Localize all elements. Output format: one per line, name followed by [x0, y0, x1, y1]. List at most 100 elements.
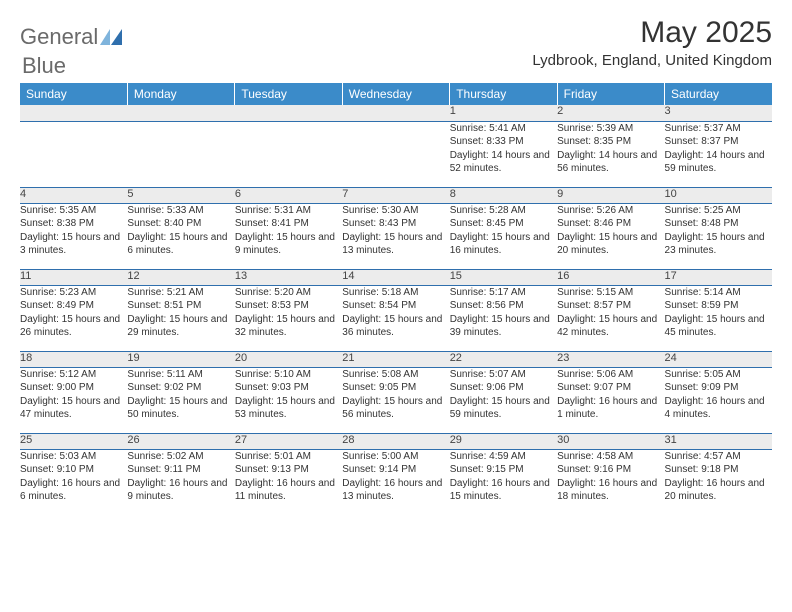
sunrise-line: Sunrise: 5:10 AM	[235, 368, 342, 382]
day-detail-cell	[235, 121, 342, 187]
day-number-cell: 17	[665, 269, 772, 285]
day-number-cell	[127, 105, 234, 121]
day-detail-row: Sunrise: 5:12 AMSunset: 9:00 PMDaylight:…	[20, 367, 772, 433]
day-detail-cell: Sunrise: 5:33 AMSunset: 8:40 PMDaylight:…	[127, 203, 234, 269]
day-detail-cell: Sunrise: 5:03 AMSunset: 9:10 PMDaylight:…	[20, 449, 127, 515]
day-number-cell	[20, 105, 127, 121]
day-number-row: 45678910	[20, 187, 772, 203]
day-number-cell: 12	[127, 269, 234, 285]
day-detail-cell: Sunrise: 5:35 AMSunset: 8:38 PMDaylight:…	[20, 203, 127, 269]
sunset-line: Sunset: 8:49 PM	[20, 299, 127, 313]
daylight-line: Daylight: 16 hours and 13 minutes.	[342, 477, 449, 504]
day-detail-cell: Sunrise: 5:39 AMSunset: 8:35 PMDaylight:…	[557, 121, 664, 187]
calendar-table: Sunday Monday Tuesday Wednesday Thursday…	[20, 83, 772, 515]
day-number-cell: 20	[235, 351, 342, 367]
brand-logo: General	[20, 24, 124, 50]
day-detail-cell: Sunrise: 5:07 AMSunset: 9:06 PMDaylight:…	[450, 367, 557, 433]
daylight-line: Daylight: 16 hours and 6 minutes.	[20, 477, 127, 504]
sunrise-line: Sunrise: 5:25 AM	[665, 204, 772, 218]
sunset-line: Sunset: 9:05 PM	[342, 381, 449, 395]
sail-icon	[100, 29, 122, 45]
day-number-cell: 31	[665, 433, 772, 449]
day-detail-cell: Sunrise: 4:59 AMSunset: 9:15 PMDaylight:…	[450, 449, 557, 515]
sunrise-line: Sunrise: 5:00 AM	[342, 450, 449, 464]
daylight-line: Daylight: 15 hours and 36 minutes.	[342, 313, 449, 340]
sunrise-line: Sunrise: 5:14 AM	[665, 286, 772, 300]
day-detail-cell: Sunrise: 5:20 AMSunset: 8:53 PMDaylight:…	[235, 285, 342, 351]
daylight-line: Daylight: 16 hours and 1 minute.	[557, 395, 664, 422]
sunset-line: Sunset: 9:14 PM	[342, 463, 449, 477]
day-detail-cell: Sunrise: 5:14 AMSunset: 8:59 PMDaylight:…	[665, 285, 772, 351]
day-header: Saturday	[665, 83, 772, 105]
day-header: Thursday	[450, 83, 557, 105]
sunset-line: Sunset: 8:59 PM	[665, 299, 772, 313]
day-detail-cell: Sunrise: 5:23 AMSunset: 8:49 PMDaylight:…	[20, 285, 127, 351]
day-number-cell: 8	[450, 187, 557, 203]
day-detail-cell: Sunrise: 5:12 AMSunset: 9:00 PMDaylight:…	[20, 367, 127, 433]
sunrise-line: Sunrise: 5:18 AM	[342, 286, 449, 300]
daylight-line: Daylight: 16 hours and 4 minutes.	[665, 395, 772, 422]
day-detail-cell: Sunrise: 5:02 AMSunset: 9:11 PMDaylight:…	[127, 449, 234, 515]
day-detail-cell: Sunrise: 5:18 AMSunset: 8:54 PMDaylight:…	[342, 285, 449, 351]
daylight-line: Daylight: 15 hours and 59 minutes.	[450, 395, 557, 422]
day-number-cell: 5	[127, 187, 234, 203]
day-detail-cell: Sunrise: 5:21 AMSunset: 8:51 PMDaylight:…	[127, 285, 234, 351]
day-header-row: Sunday Monday Tuesday Wednesday Thursday…	[20, 83, 772, 105]
day-detail-cell: Sunrise: 5:17 AMSunset: 8:56 PMDaylight:…	[450, 285, 557, 351]
day-detail-cell: Sunrise: 5:28 AMSunset: 8:45 PMDaylight:…	[450, 203, 557, 269]
sunset-line: Sunset: 9:15 PM	[450, 463, 557, 477]
day-detail-cell: Sunrise: 5:30 AMSunset: 8:43 PMDaylight:…	[342, 203, 449, 269]
day-number-cell: 21	[342, 351, 449, 367]
sunrise-line: Sunrise: 5:06 AM	[557, 368, 664, 382]
day-number-cell: 19	[127, 351, 234, 367]
sunrise-line: Sunrise: 5:23 AM	[20, 286, 127, 300]
daylight-line: Daylight: 15 hours and 42 minutes.	[557, 313, 664, 340]
daylight-line: Daylight: 15 hours and 45 minutes.	[665, 313, 772, 340]
sunrise-line: Sunrise: 5:33 AM	[127, 204, 234, 218]
sunrise-line: Sunrise: 5:26 AM	[557, 204, 664, 218]
daylight-line: Daylight: 16 hours and 9 minutes.	[127, 477, 234, 504]
daylight-line: Daylight: 16 hours and 11 minutes.	[235, 477, 342, 504]
sunrise-line: Sunrise: 5:31 AM	[235, 204, 342, 218]
day-number-cell: 10	[665, 187, 772, 203]
sunset-line: Sunset: 8:37 PM	[665, 135, 772, 149]
sunset-line: Sunset: 8:40 PM	[127, 217, 234, 231]
daylight-line: Daylight: 15 hours and 50 minutes.	[127, 395, 234, 422]
sunrise-line: Sunrise: 5:35 AM	[20, 204, 127, 218]
sunrise-line: Sunrise: 5:07 AM	[450, 368, 557, 382]
day-detail-cell: Sunrise: 5:08 AMSunset: 9:05 PMDaylight:…	[342, 367, 449, 433]
daylight-line: Daylight: 15 hours and 39 minutes.	[450, 313, 557, 340]
day-detail-row: Sunrise: 5:41 AMSunset: 8:33 PMDaylight:…	[20, 121, 772, 187]
day-detail-cell: Sunrise: 4:58 AMSunset: 9:16 PMDaylight:…	[557, 449, 664, 515]
daylight-line: Daylight: 15 hours and 9 minutes.	[235, 231, 342, 258]
sunrise-line: Sunrise: 5:39 AM	[557, 122, 664, 136]
day-header: Tuesday	[235, 83, 342, 105]
day-detail-row: Sunrise: 5:35 AMSunset: 8:38 PMDaylight:…	[20, 203, 772, 269]
daylight-line: Daylight: 15 hours and 20 minutes.	[557, 231, 664, 258]
day-number-cell	[342, 105, 449, 121]
day-header: Friday	[557, 83, 664, 105]
sunrise-line: Sunrise: 5:30 AM	[342, 204, 449, 218]
day-detail-cell: Sunrise: 5:31 AMSunset: 8:41 PMDaylight:…	[235, 203, 342, 269]
day-number-cell: 14	[342, 269, 449, 285]
day-number-row: 25262728293031	[20, 433, 772, 449]
day-number-row: 123	[20, 105, 772, 121]
sunrise-line: Sunrise: 5:15 AM	[557, 286, 664, 300]
sunrise-line: Sunrise: 5:21 AM	[127, 286, 234, 300]
sunrise-line: Sunrise: 5:03 AM	[20, 450, 127, 464]
sunset-line: Sunset: 8:57 PM	[557, 299, 664, 313]
daylight-line: Daylight: 15 hours and 23 minutes.	[665, 231, 772, 258]
day-number-cell: 9	[557, 187, 664, 203]
sunrise-line: Sunrise: 5:28 AM	[450, 204, 557, 218]
month-title: May 2025	[532, 16, 772, 50]
day-number-cell: 7	[342, 187, 449, 203]
day-number-cell: 18	[20, 351, 127, 367]
sunrise-line: Sunrise: 5:02 AM	[127, 450, 234, 464]
day-detail-cell: Sunrise: 5:00 AMSunset: 9:14 PMDaylight:…	[342, 449, 449, 515]
sunset-line: Sunset: 9:00 PM	[20, 381, 127, 395]
day-detail-cell: Sunrise: 5:01 AMSunset: 9:13 PMDaylight:…	[235, 449, 342, 515]
day-number-cell: 11	[20, 269, 127, 285]
sunset-line: Sunset: 9:16 PM	[557, 463, 664, 477]
day-detail-cell	[20, 121, 127, 187]
day-detail-cell: Sunrise: 5:41 AMSunset: 8:33 PMDaylight:…	[450, 121, 557, 187]
